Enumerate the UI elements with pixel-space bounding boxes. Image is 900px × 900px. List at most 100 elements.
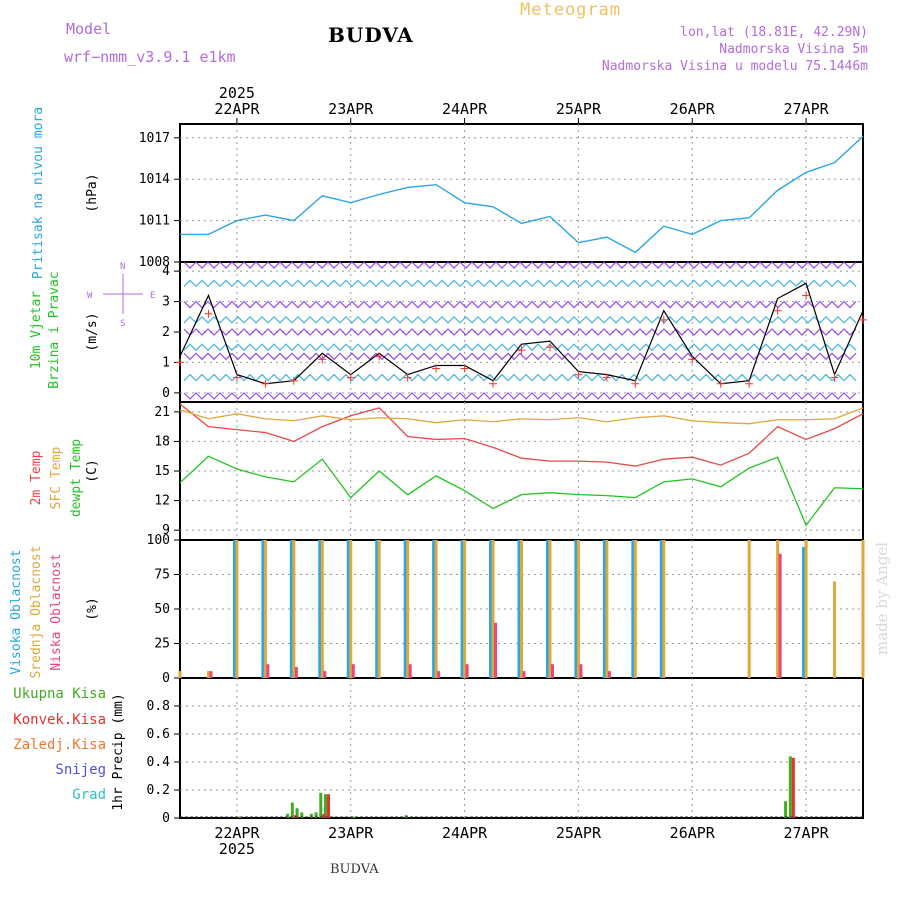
- cloud-mid-bar: [833, 581, 837, 678]
- precipitation-ytick-label: 0.8: [147, 699, 170, 714]
- chart-labels: 1008101110141017(hPa)01234(m/s)912151821…: [9, 84, 830, 858]
- wind-speed-line: [179, 282, 864, 385]
- cloud-low-bar: [408, 664, 412, 678]
- precip-total-bar: [319, 792, 323, 818]
- cloud-ytick-label: 100: [147, 533, 170, 548]
- footer-location: BUDVA: [330, 862, 379, 877]
- model-name: wrf−nmm_v3.9.1 e1km: [64, 48, 236, 66]
- wind-gust-point: [517, 346, 526, 355]
- legend-hail: Grad: [72, 787, 106, 803]
- temperature-ytick-label: 18: [154, 434, 170, 449]
- wind-unit-label: (m/s): [85, 312, 100, 351]
- pressure-ytick-label: 1008: [139, 255, 170, 270]
- precipitation-ytick-label: 0.2: [147, 783, 170, 798]
- wind-arrow-row: [183, 328, 857, 336]
- cloud-mid-bar: [747, 540, 751, 678]
- pressure-ytick-label: 1014: [139, 172, 170, 187]
- wind-compass: E W N S: [87, 262, 155, 329]
- product-name: Meteogram: [520, 0, 622, 20]
- wind-ytick-label: 3: [162, 295, 170, 310]
- cloud-ytick-label: 75: [154, 568, 170, 583]
- precip-total-bar: [290, 802, 294, 818]
- wind-gust-point: [176, 358, 184, 367]
- wind-gust-point: [489, 379, 498, 388]
- temperature-ytick-label: 9: [162, 523, 170, 538]
- wind-arrow-row: [183, 392, 857, 400]
- temperature-ytick-label: 21: [154, 405, 170, 420]
- wind-gust-point: [261, 379, 270, 388]
- cloud-unit-label: (%): [85, 597, 100, 620]
- wind-arrow-row: [183, 261, 857, 269]
- legend-frozen: Zaledj.Kisa: [13, 737, 106, 753]
- page-title: BUDVA: [328, 23, 414, 47]
- wind-arrow-row: [183, 352, 857, 361]
- precip-total-bar: [286, 813, 290, 818]
- cloud-low-bar: [266, 664, 270, 678]
- cloud-ylabel-high: Visoka Oblacnost: [9, 549, 24, 674]
- precipitation-frame: [179, 677, 864, 819]
- compass-west: W: [87, 291, 93, 301]
- precipitation-ytick-label: 0.6: [147, 727, 170, 742]
- wind-gust-point: [802, 291, 811, 300]
- wind-gust-point: [659, 315, 668, 324]
- wind-gust-point: [318, 355, 327, 364]
- cloud-mid-bar: [434, 540, 438, 678]
- wind-ytick-label: 1: [162, 355, 170, 370]
- cloud-mid-bar: [576, 540, 580, 678]
- watermark: made by Angel: [873, 541, 891, 655]
- cloud-low-bar: [294, 666, 298, 678]
- cloud-mid-bar: [235, 540, 239, 678]
- wind-arrow-row: [183, 343, 857, 352]
- wind-direction-rows: [183, 261, 857, 400]
- wind-ylabel-2: Brzina i Pravac: [47, 271, 62, 388]
- bottom-day-label: 27APR: [784, 824, 830, 842]
- model-elevation-text: Nadmorska Visina u modelu 75.1446m: [601, 59, 868, 74]
- precipitation-ytick-label: 0: [162, 811, 170, 826]
- precip-total-bar: [309, 813, 313, 818]
- cloud-high-bar: [460, 540, 464, 678]
- precip-total-bar: [324, 794, 328, 818]
- temperature-ytick-label: 15: [154, 464, 170, 479]
- cloud-low-bar: [351, 664, 355, 678]
- pressure-unit-label: (hPa): [85, 173, 100, 212]
- top-year-label: 2025: [219, 84, 255, 102]
- wind-ytick-label: 4: [162, 264, 170, 279]
- cloud-mid-bar: [861, 540, 865, 678]
- cloud-mid-bar: [463, 540, 467, 678]
- wind-ytick-label: 0: [162, 386, 170, 401]
- temp-ylabel-dewpt: dewpt Temp: [69, 439, 84, 517]
- wind-gust-point: [688, 355, 697, 364]
- temp-2m-line: [179, 403, 864, 467]
- model-label: Model: [66, 20, 112, 38]
- cloud-mid-bar: [178, 671, 182, 678]
- cloud-ytick-label: 25: [154, 637, 170, 652]
- cloud-mid-bar: [662, 540, 666, 678]
- precip-total-bar: [314, 812, 318, 818]
- cloud-low-bar: [494, 622, 498, 678]
- cloud-high-bar: [375, 540, 379, 678]
- wind-gust-point: [602, 373, 611, 382]
- wind-arrow-row: [183, 300, 857, 309]
- wind-gust-point: [375, 352, 384, 361]
- precip-total-bar: [352, 816, 356, 818]
- wind-ytick-label: 2: [162, 325, 170, 340]
- pressure-ytick-label: 1017: [139, 131, 170, 146]
- pressure-ylabel: Pritisak na nivou mora: [31, 107, 46, 279]
- wind-gust-point: [574, 370, 583, 379]
- top-day-label: 24APR: [442, 100, 488, 118]
- cloud-high-bar: [232, 540, 236, 678]
- cloud-high-bar: [545, 540, 549, 678]
- temperature-unit-label: (C): [85, 459, 100, 482]
- wind-gust-point: [460, 364, 469, 373]
- cloud-mid-bar: [491, 540, 495, 678]
- wind-gust-point: [830, 373, 839, 382]
- cloud-mid-bar: [263, 540, 267, 678]
- wind-gust-point: [745, 379, 754, 388]
- top-day-label: 22APR: [214, 100, 260, 118]
- temp-ylabel-2m: 2m Temp: [29, 450, 44, 505]
- precip-total-bar: [784, 801, 788, 818]
- chart-panels: [174, 118, 864, 819]
- cloud-mid-bar: [548, 540, 552, 678]
- compass-east: E: [150, 291, 155, 301]
